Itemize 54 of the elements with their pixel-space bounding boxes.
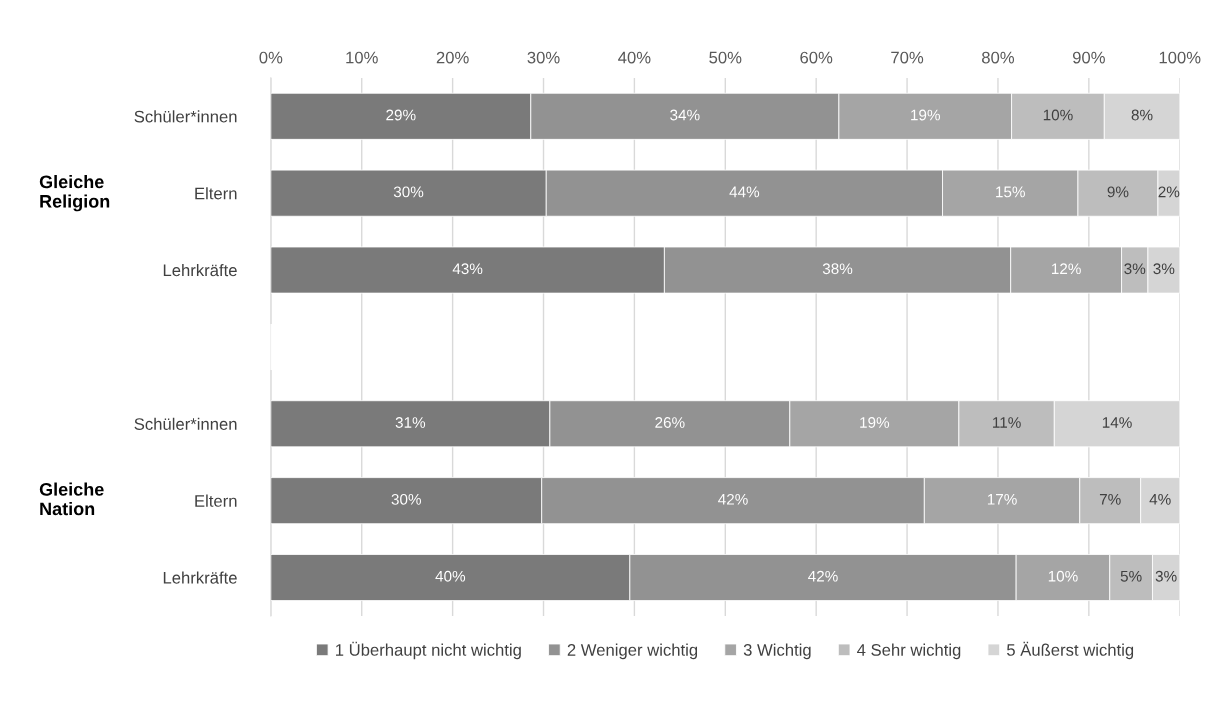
legend-label: 5 Äußerst wichtig bbox=[1007, 641, 1134, 660]
data-label: 11% bbox=[993, 417, 1021, 428]
data-label: 44% bbox=[729, 186, 760, 198]
data-label: 42% bbox=[718, 493, 748, 505]
data-label: 26% bbox=[655, 417, 685, 428]
x-tick-label: 90% bbox=[1072, 51, 1105, 64]
data-label: 7% bbox=[1099, 494, 1121, 505]
y-tick-label: Schüler*innen bbox=[134, 110, 237, 123]
data-label: 40% bbox=[435, 570, 466, 582]
x-tick-label: 40% bbox=[618, 51, 651, 64]
x-tick-label: 80% bbox=[982, 51, 1015, 64]
y-tick-label: Schüler*innen bbox=[134, 417, 237, 430]
data-label: 4% bbox=[1149, 494, 1171, 505]
x-tick-label: 20% bbox=[436, 51, 469, 64]
data-label: 3% bbox=[1153, 263, 1175, 275]
y-tick-label: Eltern bbox=[195, 494, 237, 507]
x-tick-label: 10% bbox=[346, 51, 378, 64]
x-tick-label: 30% bbox=[527, 51, 560, 64]
data-label: 15% bbox=[996, 186, 1025, 198]
data-label: 30% bbox=[393, 186, 424, 198]
data-label: 3% bbox=[1124, 263, 1146, 275]
y-tick-label: Lehrkräfte bbox=[163, 571, 237, 584]
data-label: 3% bbox=[1155, 570, 1177, 582]
data-label: 10% bbox=[1043, 109, 1073, 121]
legend-label: 3 Wichtig bbox=[743, 643, 811, 660]
x-tick-label: 60% bbox=[800, 51, 833, 64]
x-tick-label: 100% bbox=[1159, 51, 1201, 64]
data-label: 31% bbox=[395, 417, 426, 428]
data-label: 19% bbox=[860, 417, 890, 428]
data-label: 29% bbox=[386, 109, 416, 121]
data-label: 8% bbox=[1131, 109, 1153, 121]
legend-label: 2 Weniger wichtig bbox=[567, 643, 698, 660]
text: Gleiche Nation bbox=[39, 482, 104, 516]
data-label: 9% bbox=[1107, 186, 1129, 198]
data-label: 14% bbox=[1102, 417, 1132, 428]
data-label: 10% bbox=[1048, 570, 1078, 582]
data-label: 12% bbox=[1052, 263, 1081, 275]
x-tick-label: 0% bbox=[259, 51, 283, 64]
data-label: 38% bbox=[822, 263, 853, 275]
data-label: 42% bbox=[808, 570, 838, 582]
x-tick-label: 50% bbox=[709, 51, 742, 64]
data-label: 17% bbox=[987, 494, 1017, 505]
data-label: 30% bbox=[391, 493, 422, 505]
x-tick-label: 70% bbox=[891, 51, 924, 64]
data-label: 34% bbox=[670, 109, 700, 121]
data-label: 19% bbox=[911, 109, 940, 121]
legend-label: 4 Sehr wichtig bbox=[857, 643, 961, 660]
data-label: 2% bbox=[1158, 186, 1180, 198]
y-tick-label: Eltern bbox=[195, 187, 237, 200]
legend-label: 1 Überhaupt nicht wichtig bbox=[336, 641, 521, 660]
data-label: 43% bbox=[452, 263, 483, 275]
data-label: 5% bbox=[1120, 570, 1142, 582]
text: Gleiche Religion bbox=[39, 175, 110, 212]
y-tick-label: Lehrkräfte bbox=[163, 264, 237, 277]
